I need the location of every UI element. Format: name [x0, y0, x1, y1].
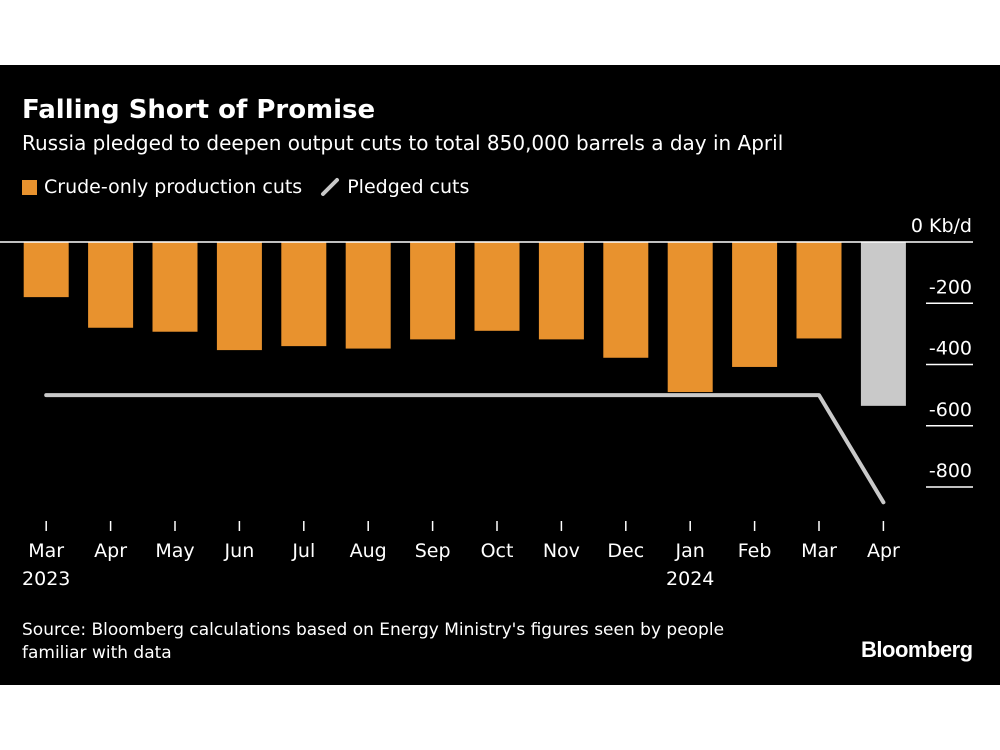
source-note: Source: Bloomberg calculations based on …	[22, 620, 725, 663]
bar	[88, 242, 134, 328]
bar	[345, 242, 391, 349]
legend-label-crude-cuts: Crude-only production cuts	[44, 176, 303, 198]
square-swatch-icon	[22, 179, 37, 195]
y-tick-label: -400	[929, 338, 972, 360]
legend-item-pledged-cuts: Pledged cuts	[320, 176, 469, 198]
pledged-cuts-polyline	[44, 393, 886, 505]
x-tick-label: Feb	[738, 540, 772, 562]
bar	[860, 242, 906, 406]
y-axis: 0 Kb/d -200 -400 -600 -800	[911, 215, 973, 488]
y-tick-label: -200	[929, 276, 972, 298]
x-tick-label: Apr	[94, 540, 127, 562]
y-tick-label: 0 Kb/d	[911, 215, 972, 237]
bar	[410, 242, 456, 340]
x-tick-label: Sep	[415, 540, 451, 562]
x-tick-label: Jun	[224, 540, 255, 562]
bar	[216, 242, 262, 351]
bar	[281, 242, 327, 347]
bar	[796, 242, 842, 339]
x-tick-label: Oct	[481, 540, 514, 562]
bar	[23, 242, 69, 298]
bars	[23, 242, 906, 406]
x-tick-label: Dec	[607, 540, 644, 562]
x-tick-label: Jul	[291, 540, 315, 562]
x-axis: Mar Apr May Jun Jul Aug Sep Oct Nov Dec Jan Feb Mar A…	[22, 521, 900, 590]
x-tick-label: Jan	[675, 540, 705, 562]
chart-panel: Falling Short of Promise Russia pledged …	[0, 65, 1000, 685]
bar	[667, 242, 713, 393]
y-tick-label: -600	[929, 399, 972, 421]
x-tick-label: Aug	[350, 540, 387, 562]
x-tick-label: Mar	[801, 540, 837, 562]
legend-item-crude-cuts: Crude-only production cuts	[22, 176, 302, 198]
bar	[538, 242, 584, 340]
x-tick-label: Apr	[867, 540, 900, 562]
x-tick-label: May	[155, 540, 194, 562]
x-year-label: 2024	[666, 568, 714, 590]
bar	[152, 242, 198, 332]
x-tick-label: Nov	[543, 540, 580, 562]
chart-title: Falling Short of Promise	[22, 95, 376, 125]
x-tick-label: Mar	[28, 540, 64, 562]
bar	[474, 242, 520, 331]
bar	[732, 242, 778, 367]
bar-chart: 0 Kb/d -200 -400 -600 -800 Mar Apr May Jun Jul Au…	[0, 215, 973, 590]
bar	[603, 242, 649, 358]
chart-subtitle: Russia pledged to deepen output cuts to …	[22, 131, 784, 155]
y-tick-label: -800	[929, 460, 972, 482]
bloomberg-logo: Bloomberg	[861, 637, 973, 662]
pledged-cuts-line	[44, 393, 886, 505]
x-year-label: 2023	[22, 568, 70, 590]
legend: Crude-only production cuts Pledged cuts	[22, 174, 487, 200]
line-swatch-icon	[321, 178, 340, 196]
legend-label-pledged-cuts: Pledged cuts	[347, 176, 470, 198]
